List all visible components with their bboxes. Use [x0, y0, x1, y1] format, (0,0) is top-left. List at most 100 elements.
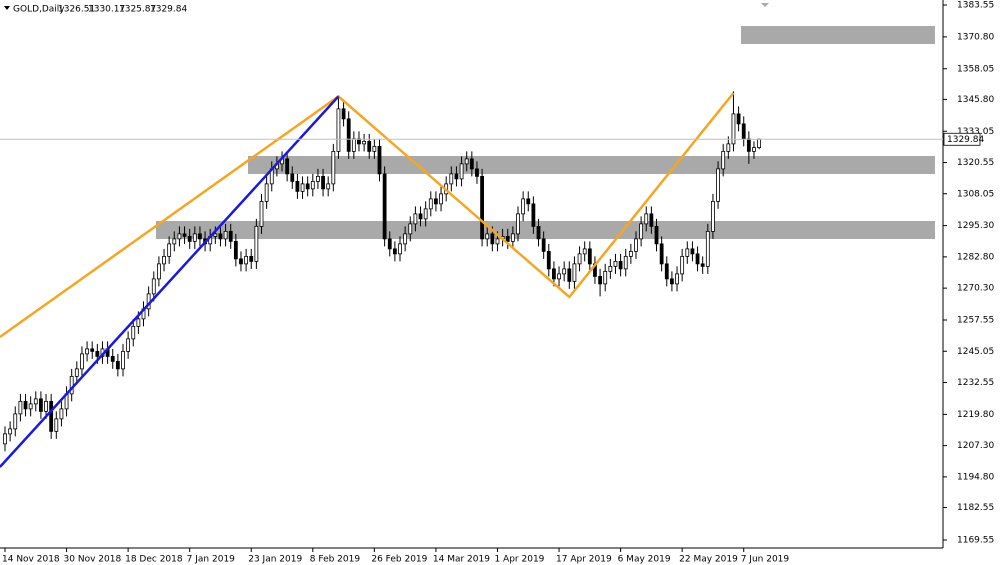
- candle-body: [259, 200, 264, 227]
- candle-body: [675, 273, 679, 285]
- candle-body: [249, 255, 254, 262]
- candle-body: [372, 145, 377, 152]
- symbol: GOLD,Daily: [13, 5, 65, 15]
- candle-body: [126, 338, 131, 352]
- candle-body: [254, 225, 259, 262]
- y-tick-label: 1169.55: [957, 536, 994, 546]
- x-tick-label: 14 Mar 2019: [433, 555, 490, 565]
- candle-body: [162, 255, 166, 265]
- candle-body: [469, 158, 474, 170]
- candle-body: [408, 223, 413, 235]
- candle-body: [74, 368, 79, 377]
- candle-body: [295, 180, 300, 192]
- low-price: 1325.87: [119, 5, 156, 15]
- candle-body: [572, 263, 577, 282]
- candle-body: [490, 233, 495, 245]
- x-tick-label: 1 Apr 2019: [494, 555, 544, 565]
- x-tick-label: 6 May 2019: [618, 555, 671, 565]
- candle-body: [264, 183, 269, 202]
- x-tick-label: 8 Feb 2019: [310, 555, 361, 565]
- candle-body: [531, 203, 536, 227]
- y-tick-label: 1308.05: [957, 189, 994, 199]
- shift-marker: [761, 3, 769, 7]
- high-price: 1330.17: [88, 5, 125, 15]
- candle-body: [670, 278, 674, 285]
- candle-body: [336, 108, 341, 152]
- candle-body: [156, 263, 161, 280]
- candle-body: [721, 150, 726, 170]
- candle-body: [321, 175, 325, 190]
- candle-body: [639, 223, 644, 240]
- trendlines: [0, 92, 735, 468]
- candle-body: [546, 250, 551, 270]
- candle-body: [121, 350, 125, 370]
- x-tick-label: 30 Nov 2018: [64, 555, 122, 565]
- y-tick-label: 1370.80: [957, 32, 994, 42]
- candle-body: [23, 400, 28, 410]
- candle-body: [290, 173, 295, 182]
- trendline: [0, 92, 735, 339]
- candle-body: [316, 175, 320, 182]
- x-tick-label: 17 Apr 2019: [556, 555, 612, 565]
- candle-body: [680, 255, 685, 275]
- candle-body: [464, 158, 469, 165]
- candle-body: [695, 253, 700, 265]
- candle-body: [85, 348, 89, 355]
- candle-body: [218, 233, 223, 240]
- candle-body: [608, 265, 613, 272]
- candle-body: [526, 198, 531, 205]
- candle-body: [582, 248, 587, 255]
- menu-arrow: [4, 6, 10, 10]
- candle-body: [346, 118, 351, 152]
- zone: [248, 156, 935, 174]
- candle-body: [413, 213, 418, 225]
- candle-body: [541, 238, 546, 252]
- candle-body: [115, 360, 120, 370]
- y-tick-label: 1207.30: [957, 441, 994, 451]
- candle-body: [33, 398, 38, 405]
- candle-body: [685, 248, 690, 257]
- candle-body: [603, 270, 608, 285]
- candle-body: [449, 173, 454, 185]
- candle-body: [110, 355, 115, 362]
- candle-body: [172, 238, 177, 245]
- candle-body: [623, 255, 628, 270]
- y-tick-label: 1333.05: [957, 127, 994, 137]
- y-tick-label: 1182.55: [957, 503, 994, 513]
- candle-body: [613, 260, 618, 267]
- candle-body: [80, 353, 84, 370]
- candle-body: [310, 180, 315, 190]
- candle-body: [54, 418, 59, 432]
- candle-body: [521, 198, 526, 215]
- candle-body: [690, 248, 695, 255]
- y-tick-label: 1270.30: [957, 284, 994, 294]
- candle-body: [305, 183, 310, 190]
- candle-body: [28, 403, 33, 410]
- price-tag: [943, 132, 981, 146]
- candle-body: [341, 108, 346, 120]
- candle-body: [516, 213, 520, 235]
- candle-body: [18, 400, 23, 415]
- candle-body: [700, 263, 705, 267]
- x-tick-label: 22 May 2019: [679, 555, 738, 565]
- candle-body: [351, 138, 356, 152]
- candle-body: [300, 183, 305, 192]
- candle-body: [731, 113, 736, 145]
- candle-body: [741, 123, 746, 140]
- candle-body: [49, 400, 54, 432]
- y-tick-label: 1282.80: [957, 252, 994, 262]
- candle-body: [454, 173, 459, 180]
- candle-body: [187, 235, 192, 242]
- candle-body: [13, 413, 18, 430]
- candle-body: [177, 233, 182, 240]
- candle-body: [510, 233, 515, 242]
- candle-body: [59, 408, 64, 420]
- candle-body: [90, 348, 95, 352]
- candle-body: [567, 268, 572, 282]
- candle-body: [459, 163, 464, 180]
- candle-body: [95, 350, 100, 357]
- candle-body: [387, 238, 392, 250]
- header: GOLD,Daily 1326.51 1330.17 1325.87 1329.…: [13, 5, 187, 15]
- candle-body: [480, 175, 484, 240]
